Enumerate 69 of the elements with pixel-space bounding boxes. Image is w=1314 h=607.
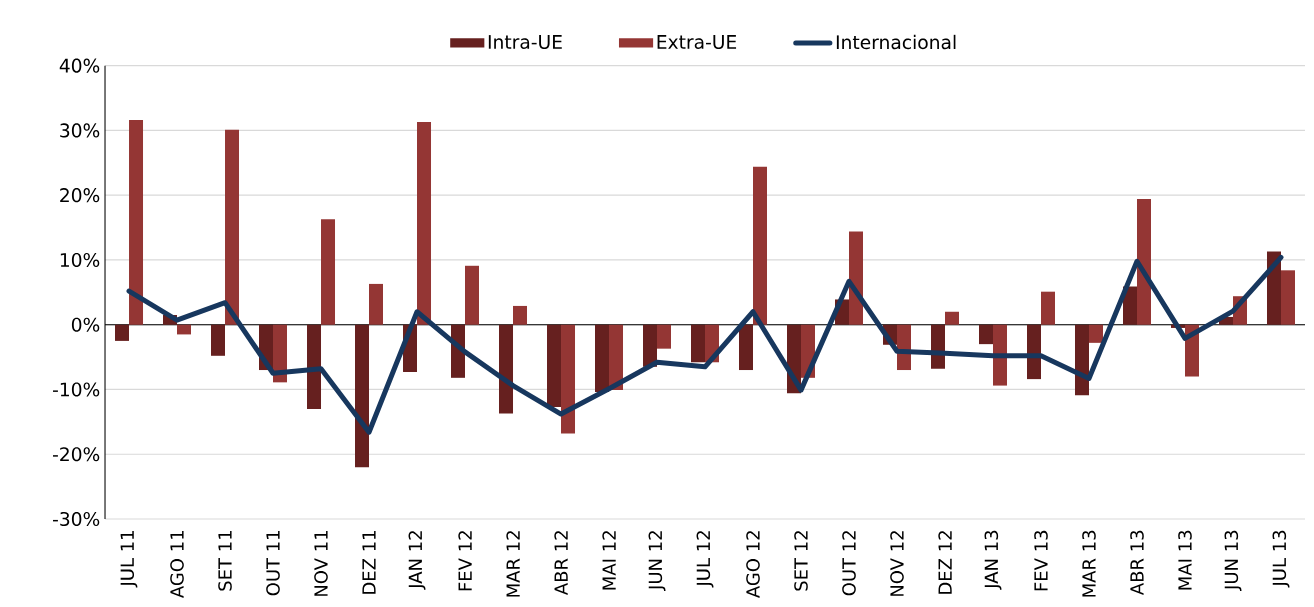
x-tick-label: FEV 13 bbox=[1034, 530, 1048, 591]
bar bbox=[225, 129, 240, 325]
x-tick-label: JAN 12 bbox=[408, 531, 426, 590]
x-tick-label: AGO 12 bbox=[746, 531, 760, 598]
y-tick-label: -30% bbox=[53, 511, 100, 527]
x-tick-label: MAR 12 bbox=[506, 531, 520, 597]
x-tick-label: ABR 13 bbox=[1130, 530, 1144, 596]
x-tick-label: JUN 12 bbox=[648, 531, 666, 591]
bar bbox=[643, 324, 658, 367]
bar bbox=[945, 311, 959, 325]
y-tick-label: 10% bbox=[60, 252, 100, 268]
bar bbox=[211, 324, 226, 356]
bar bbox=[1027, 324, 1041, 380]
legend-label: Extra-UE bbox=[657, 35, 737, 49]
bar bbox=[307, 324, 322, 409]
bar bbox=[369, 283, 384, 325]
y-tick-label: 30% bbox=[60, 123, 100, 138]
x-tick-label: MAI 12 bbox=[602, 531, 616, 590]
bar bbox=[115, 324, 130, 341]
bar bbox=[1075, 324, 1089, 396]
x-tick-label: AGO 11 bbox=[170, 531, 184, 598]
x-tick-label: JUN 13 bbox=[1224, 530, 1242, 591]
bar bbox=[561, 324, 576, 434]
bar bbox=[1123, 286, 1137, 325]
bar bbox=[753, 166, 767, 325]
bar bbox=[1137, 199, 1151, 325]
y-tick-label: 40% bbox=[59, 58, 100, 73]
bar bbox=[691, 324, 706, 363]
x-tick-label: JAN 13 bbox=[984, 530, 1002, 590]
bar bbox=[1089, 324, 1103, 343]
bar bbox=[993, 324, 1007, 386]
bar bbox=[499, 324, 514, 414]
x-tick-label: NOV 11 bbox=[314, 531, 328, 596]
x-tick-label: JUL 11 bbox=[120, 531, 138, 588]
y-tick-label: -10% bbox=[53, 382, 100, 397]
bar bbox=[849, 231, 863, 325]
bar bbox=[739, 324, 753, 371]
bar bbox=[1041, 291, 1055, 325]
x-tick-label: FEV 12 bbox=[458, 531, 472, 591]
bar bbox=[177, 324, 192, 335]
y-tick-label: 0% bbox=[71, 317, 100, 332]
x-tick-label: DEZ 12 bbox=[938, 531, 952, 594]
bar bbox=[355, 324, 370, 468]
x-tick-label: ABR 12 bbox=[554, 531, 568, 596]
bar bbox=[657, 324, 672, 349]
bar bbox=[979, 324, 993, 345]
bar bbox=[595, 324, 609, 393]
x-tick-label: OUT 12 bbox=[842, 531, 856, 596]
bar bbox=[129, 120, 144, 325]
x-tick-label: DEZ 11 bbox=[362, 531, 376, 594]
x-tick-label: JUL 12 bbox=[696, 531, 714, 588]
legend-label: Internacional bbox=[836, 34, 956, 50]
legend-label: Intra-UE bbox=[488, 35, 562, 49]
x-tick-label: NOV 12 bbox=[890, 531, 904, 596]
x-tick-label: SET 11 bbox=[218, 531, 232, 591]
bar bbox=[609, 324, 623, 391]
x-tick-label: OUT 11 bbox=[266, 531, 280, 596]
x-tick-label: JUL 13 bbox=[1272, 530, 1290, 588]
bar bbox=[321, 219, 336, 325]
x-tick-label: MAR 13 bbox=[1082, 530, 1096, 597]
bar bbox=[417, 122, 432, 325]
bar bbox=[513, 305, 528, 325]
y-tick-label: -20% bbox=[53, 447, 100, 462]
y-tick-label: 20% bbox=[60, 188, 100, 203]
x-tick-label: MAI 13 bbox=[1178, 530, 1192, 590]
bar bbox=[465, 265, 480, 325]
bar bbox=[547, 324, 562, 407]
x-tick-label: SET 12 bbox=[794, 531, 808, 591]
bar bbox=[1281, 270, 1295, 325]
